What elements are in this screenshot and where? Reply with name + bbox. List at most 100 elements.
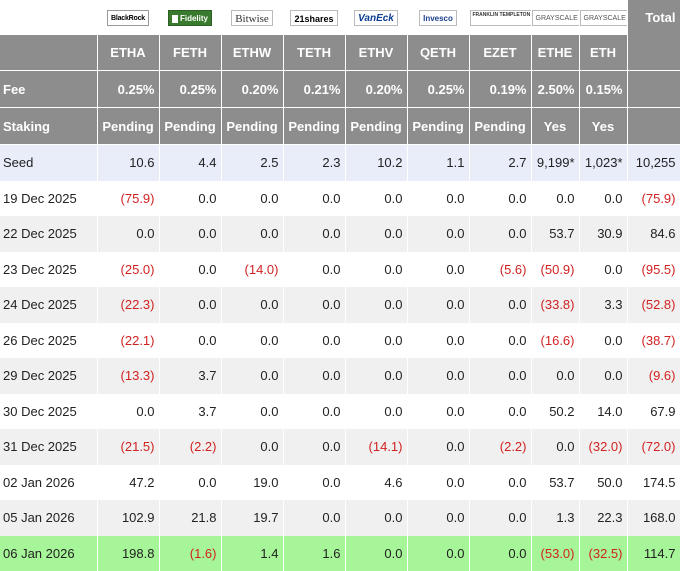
total-cell: (38.7) <box>627 323 680 359</box>
flow-cell: 2.7 <box>469 145 531 181</box>
21shares-logo: 21shares <box>290 10 337 26</box>
flow-cell: 0.0 <box>407 323 469 359</box>
flow-cell: (2.2) <box>159 429 221 465</box>
flow-cell: 1,023* <box>579 145 627 181</box>
staking-cell: Yes <box>579 108 627 145</box>
flow-cell: (14.0) <box>221 252 283 288</box>
flow-cell: 4.4 <box>159 145 221 181</box>
fee-label: Fee <box>0 71 97 108</box>
ticker-total-cell <box>627 35 680 71</box>
flow-cell: 53.7 <box>531 465 579 501</box>
flow-cell: 3.7 <box>159 358 221 394</box>
staking-cell: Pending <box>345 108 407 145</box>
flow-cell: 0.0 <box>579 181 627 217</box>
total-cell: 174.5 <box>627 465 680 501</box>
fee-cell: 0.21% <box>283 71 345 108</box>
flow-cell: 0.0 <box>221 429 283 465</box>
flow-cell: 0.0 <box>345 287 407 323</box>
fidelity-logo-text: Fidelity <box>180 14 208 23</box>
total-cell: (9.6) <box>627 358 680 394</box>
invesco-logo: Invesco <box>419 10 457 26</box>
flow-cell: (25.0) <box>97 252 159 288</box>
flow-cell: 0.0 <box>469 394 531 430</box>
staking-cell: Pending <box>407 108 469 145</box>
flow-cell: 0.0 <box>345 181 407 217</box>
flow-cell: (75.9) <box>97 181 159 217</box>
flow-cell: 0.0 <box>283 429 345 465</box>
ticker-cell: ETHE <box>531 35 579 71</box>
fidelity-logo: Fidelity <box>168 10 212 26</box>
flow-cell: 2.3 <box>283 145 345 181</box>
row-label: 26 Dec 2025 <box>0 323 97 359</box>
flow-cell: 198.8 <box>97 536 159 571</box>
flow-cell: 0.0 <box>345 323 407 359</box>
flow-cell: 0.0 <box>531 358 579 394</box>
row-label: 24 Dec 2025 <box>0 287 97 323</box>
flow-cell: 0.0 <box>159 323 221 359</box>
row-label: 19 Dec 2025 <box>0 181 97 217</box>
flow-cell: 1.3 <box>531 500 579 536</box>
ticker-row: ETHA FETH ETHW TETH ETHV QETH EZET ETHE … <box>0 35 680 71</box>
flow-cell: 0.0 <box>407 287 469 323</box>
flow-cell: 30.9 <box>579 216 627 252</box>
flow-cell: 1.6 <box>283 536 345 571</box>
total-cell: 114.7 <box>627 536 680 571</box>
flow-cell: 0.0 <box>407 252 469 288</box>
fee-cell: 0.15% <box>579 71 627 108</box>
ticker-cell: EZET <box>469 35 531 71</box>
ticker-cell: TETH <box>283 35 345 71</box>
grayscale-logo: GRAYSCALE <box>580 10 628 26</box>
row-label: 31 Dec 2025 <box>0 429 97 465</box>
flow-cell: 50.2 <box>531 394 579 430</box>
staking-total-cell <box>627 108 680 145</box>
flow-cell: (50.9) <box>531 252 579 288</box>
flow-cell: 0.0 <box>283 500 345 536</box>
flow-cell: 4.6 <box>345 465 407 501</box>
logo-row: BlackRock Fidelity Bitwise 21shares VanE… <box>0 0 680 35</box>
staking-cell: Pending <box>469 108 531 145</box>
total-cell: (75.9) <box>627 181 680 217</box>
fee-cell: 0.25% <box>97 71 159 108</box>
flow-cell: 0.0 <box>469 323 531 359</box>
flow-cell: 0.0 <box>469 287 531 323</box>
vaneck-logo: VanEck <box>354 10 398 26</box>
flow-cell: 0.0 <box>407 465 469 501</box>
row-label: 05 Jan 2026 <box>0 500 97 536</box>
row-label: 23 Dec 2025 <box>0 252 97 288</box>
flow-cell: 22.3 <box>579 500 627 536</box>
row-label: Seed <box>0 145 97 181</box>
flow-cell: 0.0 <box>469 500 531 536</box>
flow-cell: 0.0 <box>531 181 579 217</box>
flow-cell: 0.0 <box>407 536 469 571</box>
staking-cell: Pending <box>283 108 345 145</box>
flow-cell: 0.0 <box>159 216 221 252</box>
flow-cell: 0.0 <box>345 358 407 394</box>
flow-cell: (13.3) <box>97 358 159 394</box>
flow-cell: 0.0 <box>579 252 627 288</box>
total-header: Total <box>627 0 680 35</box>
flow-cell: 0.0 <box>579 323 627 359</box>
flow-cell: 0.0 <box>283 394 345 430</box>
fee-row: Fee 0.25% 0.25% 0.20% 0.21% 0.20% 0.25% … <box>0 71 680 108</box>
flow-cell: (22.3) <box>97 287 159 323</box>
flow-cell: (2.2) <box>469 429 531 465</box>
flow-cell: 0.0 <box>97 216 159 252</box>
total-cell: (72.0) <box>627 429 680 465</box>
ticker-cell: ETHW <box>221 35 283 71</box>
flow-cell: 47.2 <box>97 465 159 501</box>
row-label: 30 Dec 2025 <box>0 394 97 430</box>
total-cell: 10,255 <box>627 145 680 181</box>
flow-cell: 0.0 <box>283 252 345 288</box>
flow-cell: 0.0 <box>221 323 283 359</box>
ticker-cell: ETHA <box>97 35 159 71</box>
total-cell: (95.5) <box>627 252 680 288</box>
flow-cell: 0.0 <box>159 181 221 217</box>
fee-cell: 2.50% <box>531 71 579 108</box>
flow-cell: 0.0 <box>345 536 407 571</box>
ticker-cell: ETHV <box>345 35 407 71</box>
